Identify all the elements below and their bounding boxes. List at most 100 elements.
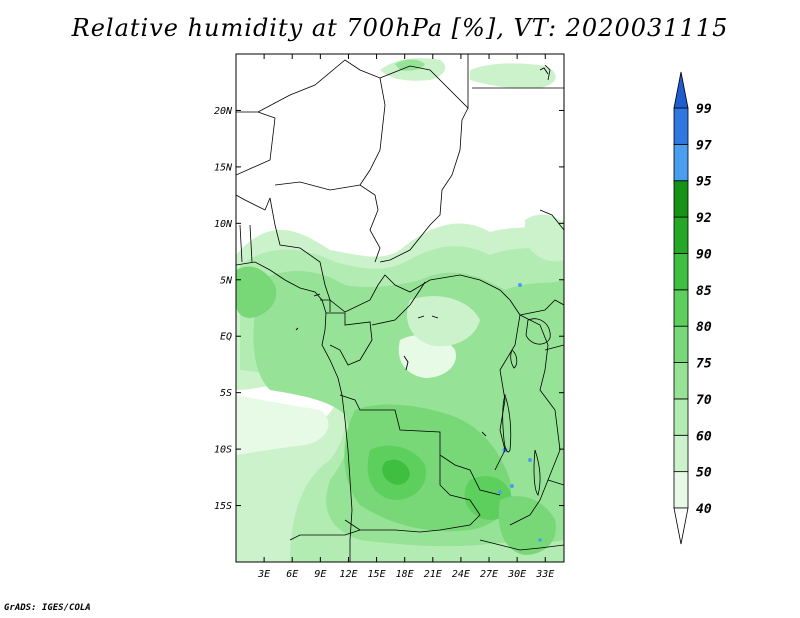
boundary-sahel-east	[544, 64, 551, 81]
boundary-nigeria-cameroon	[269, 197, 346, 313]
x-tick-label: 3E	[257, 569, 270, 580]
colorbar-label: 80	[696, 320, 712, 335]
x-tick-label: 33E	[535, 569, 554, 580]
island-mark-7	[539, 67, 549, 75]
map-title: Relative humidity at 700hPa [%], VT: 202…	[71, 14, 729, 42]
x-tick-label: 30E	[507, 569, 526, 580]
colorbar-label: 75	[696, 357, 712, 372]
grads-credit: GrADS: IGES/COLA	[4, 603, 91, 613]
x-axis: 3E 6E 9E 12E 15E 18E 21E 24E 27E 30E 33E	[257, 54, 554, 580]
island-mark-2	[295, 327, 299, 331]
boundary-lake-malawi	[533, 449, 541, 496]
humidity-patch-ne	[470, 63, 556, 89]
y-tick-label: 5N	[220, 275, 233, 286]
colorbar-label: 97	[696, 138, 712, 153]
x-tick-label: 15E	[368, 569, 386, 580]
boundary-benin	[239, 224, 243, 263]
boundary-drc-angola	[339, 394, 501, 496]
colorbar-segment-95-97	[673, 143, 689, 182]
boundary-kenya	[544, 344, 564, 351]
humidity-spot-97d	[510, 484, 514, 488]
island-mark-3	[417, 315, 425, 319]
boundary-north-1	[236, 54, 469, 113]
boundary-west-coast	[236, 261, 353, 562]
boundary-gabon	[326, 312, 373, 366]
colorbar-segment-85-90	[673, 253, 689, 291]
colorbar-segment-75-80	[673, 325, 689, 363]
humidity-patch-north2	[395, 59, 425, 71]
y-tick-label: 15N	[214, 162, 233, 173]
x-tick-label: 24E	[452, 569, 470, 580]
boundary-lake-victoria	[525, 318, 551, 345]
colorbar-label: 70	[696, 393, 712, 408]
y-axis: 20N 15N 10N 5N EQ 5S 10S 15S	[214, 106, 564, 512]
boundary-tanzania-south	[547, 479, 564, 486]
x-tick-label: 21E	[424, 569, 442, 580]
colorbar: 40 50 60 70 75 80 85 90 92 95 97 99	[673, 71, 712, 545]
y-tick-label: 15S	[214, 501, 232, 512]
y-tick-label: 5S	[220, 388, 232, 399]
colorbar-label: 50	[696, 466, 712, 481]
humidity-spot-97e	[498, 490, 502, 494]
humidity-spot-97	[518, 283, 522, 287]
boundary-togo	[249, 224, 253, 263]
colorbar-segment-90-92	[673, 216, 689, 254]
boundary-cameroon-car	[344, 274, 511, 313]
island-mark-5	[403, 355, 409, 371]
colorbar-segment-92-95	[673, 180, 689, 218]
island-mark-6	[481, 431, 487, 437]
y-tick-label: 20N	[214, 106, 233, 117]
boundary-angola-zambia	[344, 455, 481, 533]
boundary-congo-drc	[371, 281, 426, 326]
island-mark-1	[313, 293, 321, 297]
boundary-east-africa	[509, 314, 561, 526]
colorbar-segment-50-60	[673, 434, 689, 473]
boundary-ethiopia	[539, 209, 564, 231]
colorbar-label: 92	[696, 211, 712, 226]
colorbar-label: 60	[696, 429, 712, 444]
country-boundaries	[236, 54, 564, 562]
colorbar-segment-60-70	[673, 398, 689, 436]
colorbar-label: 85	[696, 284, 712, 299]
dry-pocket-west	[236, 395, 329, 455]
humidity-spot-97c	[528, 458, 532, 462]
plot-frame	[235, 53, 565, 563]
humidity-contour-80b	[236, 266, 277, 318]
x-tick-label: 6E	[286, 569, 298, 580]
boundary-chad-sudan	[379, 107, 469, 263]
y-tick-label: 10S	[214, 445, 232, 456]
colorbar-max-arrow	[673, 71, 689, 109]
dry-pocket-center2	[406, 296, 480, 347]
colorbar-label: 95	[696, 175, 712, 190]
humidity-spot-97f	[538, 538, 542, 542]
colorbar-segment-97-99	[673, 107, 689, 145]
x-tick-label: 9E	[314, 569, 326, 580]
colorbar-segment-70-75	[673, 362, 689, 400]
humidity-field	[236, 58, 564, 562]
boundary-lake-tanganyika	[502, 393, 512, 453]
colorbar-label: 90	[696, 247, 712, 262]
boundary-lake-albert	[510, 349, 518, 369]
x-tick-label: 18E	[396, 569, 414, 580]
boundary-niger-chad	[274, 181, 381, 263]
boundary-niger-nigeria	[236, 111, 276, 176]
colorbar-segment-80-85	[673, 289, 689, 327]
y-tick-label: EQ	[220, 332, 232, 343]
boundary-eq-guinea	[320, 299, 331, 312]
colorbar-label: 40	[696, 502, 712, 517]
boundary-cameroon-line	[236, 194, 271, 211]
colorbar-min-arrow	[673, 507, 689, 545]
x-tick-label: 27E	[480, 569, 498, 580]
island-mark-4	[431, 315, 439, 319]
colorbar-label: 99	[696, 102, 712, 117]
boundary-east-lakes	[494, 299, 521, 471]
boundary-north-2	[359, 77, 386, 186]
island-marks	[295, 67, 549, 437]
humidity-patch-east	[525, 214, 564, 262]
boundary-angola-namibia	[289, 529, 361, 541]
boundary-zambia-south	[479, 539, 564, 551]
colorbar-segment-40-50	[673, 471, 689, 509]
boundary-uganda	[519, 299, 564, 316]
x-tick-label: 12E	[339, 569, 357, 580]
